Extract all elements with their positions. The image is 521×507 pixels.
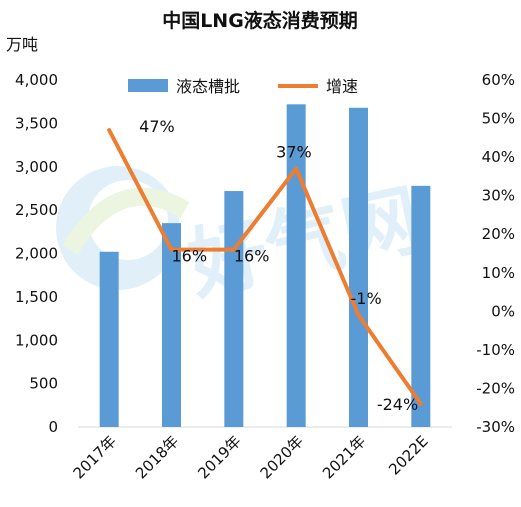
y-left-tick: 2,000: [15, 245, 58, 263]
chart-title: 中国LNG液态消费预期: [162, 9, 358, 32]
growth-line: [107, 128, 423, 406]
x-tick-label: 2017年: [70, 432, 120, 482]
y-right-tick: 50%: [482, 110, 515, 128]
line-data-label: -1%: [351, 289, 382, 308]
line-data-labels: 47% 16% 16% 37% -1% -24%: [139, 117, 418, 414]
y-left-tick: 0: [48, 418, 58, 436]
y-left-tick: 3,000: [15, 158, 58, 176]
bar: [349, 107, 368, 427]
y-right-tick: 30%: [482, 187, 515, 205]
line-data-label: 37%: [276, 143, 312, 162]
line-data-label: 47%: [139, 117, 175, 136]
y-left-tick: 1,500: [15, 288, 58, 306]
y-left-tick: 2,500: [15, 201, 58, 219]
bar: [162, 223, 181, 427]
bar: [286, 104, 306, 427]
bar: [411, 185, 431, 427]
y-right-tick: -20%: [476, 379, 515, 397]
y-axis-left: 0 500 1,000 1,500 2,000 2,500 3,000 3,500 4,000: [15, 71, 58, 436]
y-left-tick: 3,500: [15, 114, 58, 132]
line-series: [107, 128, 423, 406]
y-axis-right: -30% -20% -10% 0% 10% 20% 30% 40% 50% 60%: [476, 71, 515, 436]
x-tick-label: 2018年: [132, 432, 182, 482]
y-left-tick: 1,000: [15, 331, 58, 349]
x-tick-label: 2021年: [319, 432, 369, 482]
legend-swatch-bars: [128, 79, 168, 92]
y-right-tick: 40%: [482, 148, 515, 166]
y-left-unit: 万吨: [6, 35, 38, 54]
line-data-label: -24%: [377, 395, 418, 414]
x-tick-label: 2022E: [385, 432, 431, 478]
y-right-tick: -30%: [476, 418, 515, 436]
x-axis-ticks: 2017年 2018年 2019年 2020年 2021年 2022E: [70, 432, 432, 482]
legend: 液态槽批 增速: [128, 77, 358, 96]
legend-label-bars: 液态槽批: [176, 77, 240, 96]
y-right-tick: 0%: [491, 302, 515, 320]
bar-series: [99, 104, 431, 427]
line-data-label: 16%: [234, 247, 270, 266]
line-data-label: 16%: [172, 247, 208, 266]
x-tick-label: 2019年: [194, 432, 244, 482]
bar: [99, 251, 119, 427]
bar: [224, 191, 244, 427]
y-left-tick: 500: [29, 375, 58, 393]
y-right-tick: -10%: [476, 341, 515, 359]
legend-label-line: 增速: [326, 77, 358, 96]
y-right-tick: 60%: [482, 71, 515, 89]
y-left-tick: 4,000: [15, 71, 58, 89]
y-right-tick: 20%: [482, 225, 515, 243]
x-tick-label: 2020年: [257, 432, 307, 482]
y-right-tick: 10%: [482, 264, 515, 282]
